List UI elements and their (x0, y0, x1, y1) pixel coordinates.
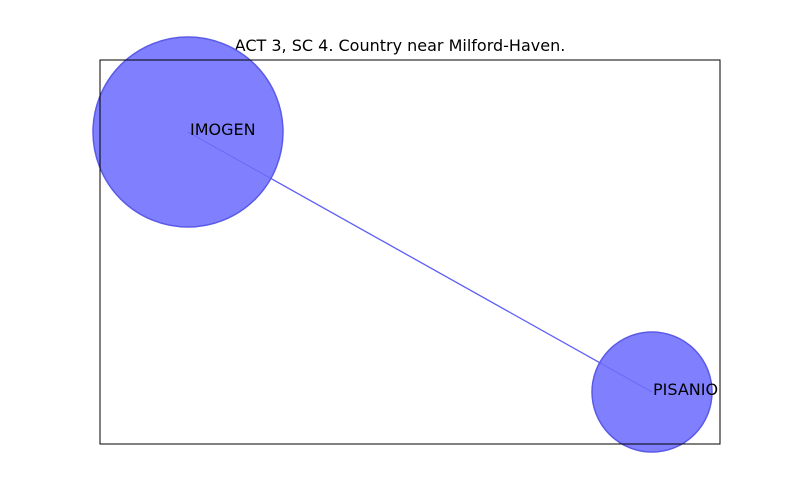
plot-frame (99, 59, 721, 445)
edge-overlay (187, 131, 653, 393)
node-label-pisanio: PISANIO (653, 380, 718, 399)
chart-title: ACT 3, SC 4. Country near Milford-Haven. (234, 36, 566, 55)
node-label-imogen: IMOGEN (190, 120, 256, 139)
